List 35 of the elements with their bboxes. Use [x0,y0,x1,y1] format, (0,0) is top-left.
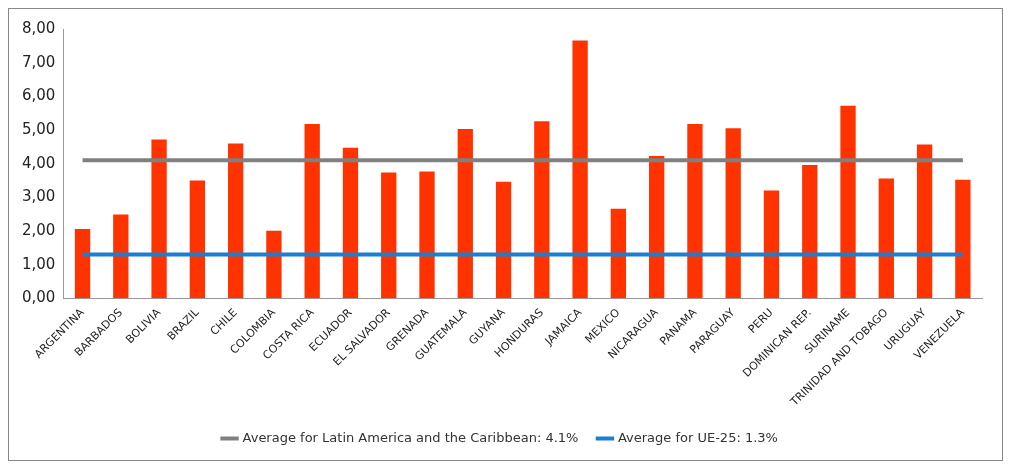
bar [304,123,320,299]
y-tick-label: 0,00 [21,288,56,307]
y-tick-label: 1,00 [21,254,56,273]
bar [266,230,282,299]
legend-label: Average for Latin America and the Caribbean: 4.1% [242,429,579,445]
bar [381,172,397,299]
bar [687,123,703,299]
y-tick-label: 5,00 [21,119,56,138]
bar [113,214,129,299]
y-tick-label: 8,00 [21,18,56,37]
bar [457,128,473,299]
bar [840,105,856,299]
y-tick-label: 4,00 [21,153,56,172]
y-tick-label: 7,00 [21,52,56,71]
bar [342,147,359,299]
bar [151,139,167,299]
bar [955,179,971,299]
bar [495,181,512,299]
bar [649,155,665,299]
bar [878,178,894,299]
bar [763,190,780,299]
bar [534,121,550,299]
bar [572,40,588,299]
bar [189,180,206,299]
bar [74,228,91,299]
y-tick-label: 3,00 [21,187,56,206]
bar [227,143,244,299]
bar [419,171,435,299]
y-tick-label: 6,00 [21,86,56,105]
bar [916,144,933,299]
legend-label: Average for UE-25: 1.3% [617,429,778,445]
y-tick-label: 2,00 [21,220,56,239]
bar [610,208,627,299]
bar [802,165,818,299]
bar [725,128,741,299]
